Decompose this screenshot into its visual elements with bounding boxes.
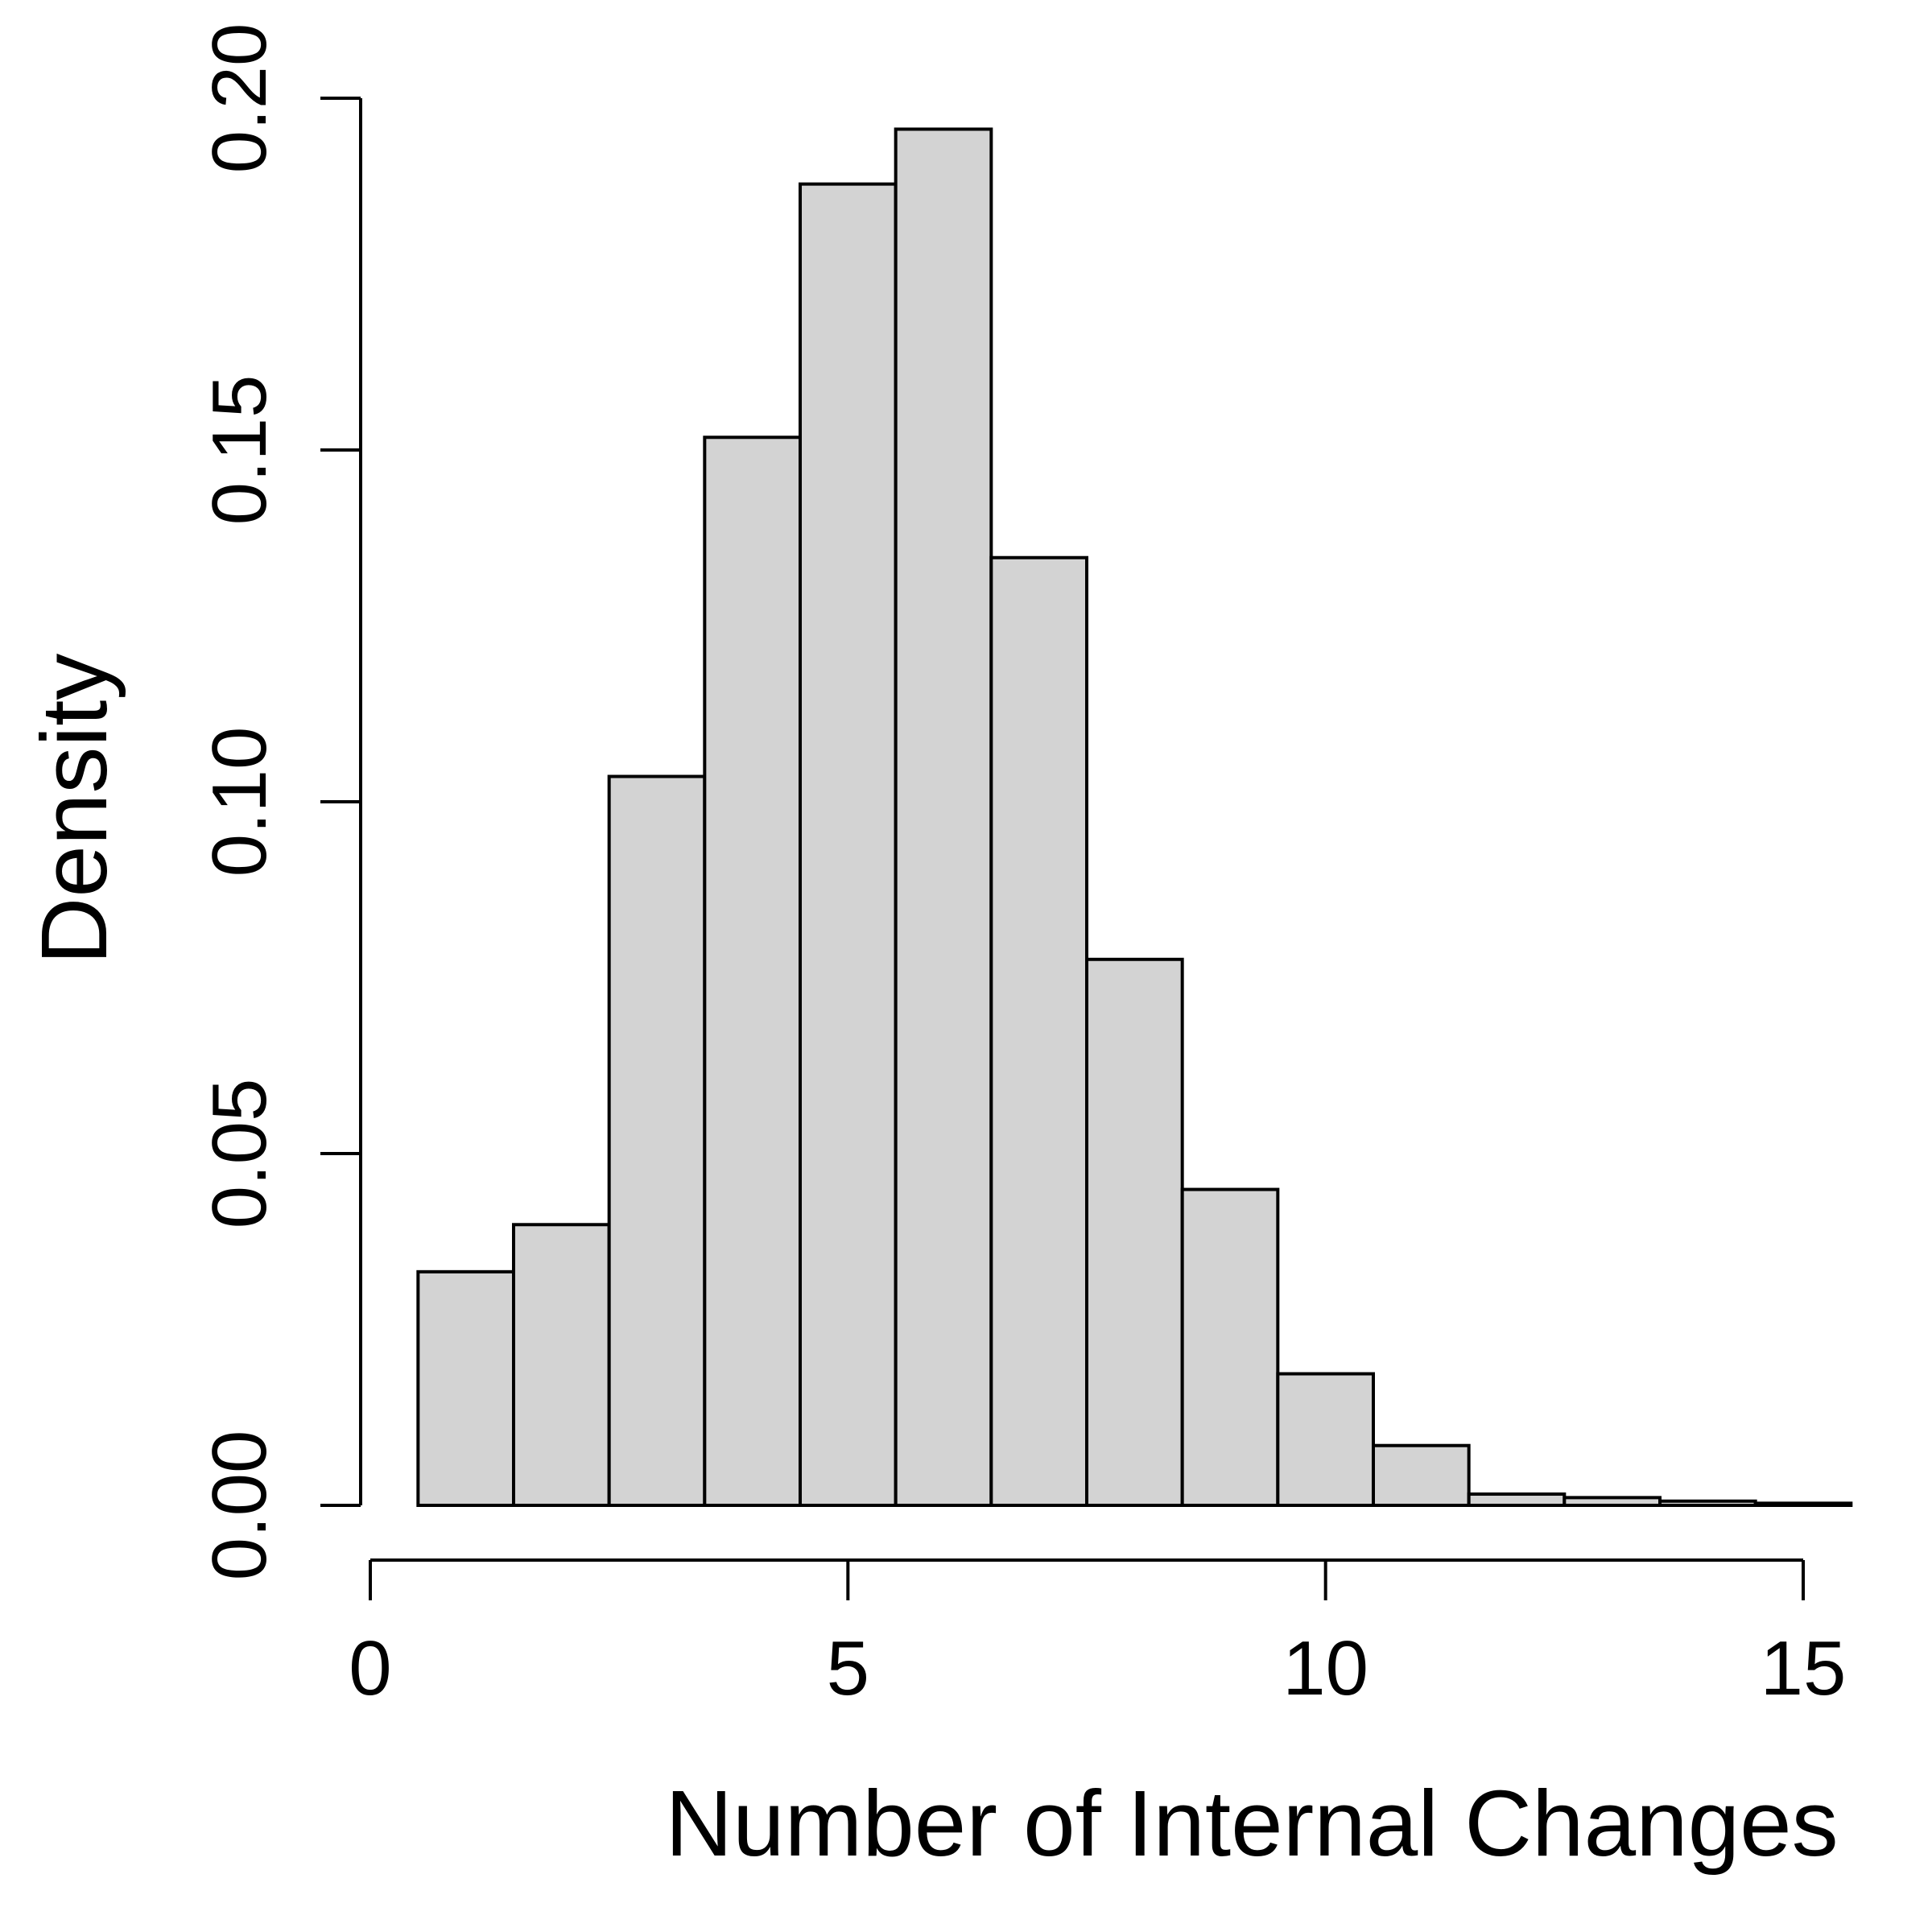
histogram-bar [1372,1443,1471,1507]
y-axis: 0.00 0.05 0.10 0.15 0.20 [196,23,362,1581]
x-tick-label: 5 [827,1625,869,1711]
y-axis-title: Density [22,654,126,965]
histogram-bar [1085,957,1184,1507]
y-tick-label: 0.00 [196,1430,283,1581]
histogram-bar [607,774,707,1507]
histogram-bar [799,182,898,1507]
histogram-bar [1467,1492,1567,1507]
x-tick-label: 0 [349,1625,391,1711]
histogram-bar [1753,1501,1853,1508]
x-tick-label: 10 [1282,1625,1368,1711]
x-axis-title: Number of Internal Changes [665,1771,1838,1876]
histogram-bar [1658,1499,1757,1507]
histogram-bar [1563,1496,1662,1507]
y-tick-label: 0.15 [196,375,283,526]
y-tick-label: 0.10 [196,727,283,877]
x-axis: 0 5 10 15 [349,1558,1847,1711]
y-tick-label: 0.05 [196,1079,283,1229]
histogram-bar [416,1269,515,1508]
histogram-bar [703,436,802,1508]
histogram-bar [1180,1187,1280,1507]
histogram-bars [416,127,1853,1508]
x-tick-label: 15 [1761,1625,1847,1711]
histogram-bar [894,127,993,1507]
y-tick-label: 0.20 [196,23,283,174]
histogram-bar [1276,1372,1376,1508]
histogram-bar [989,555,1089,1507]
histogram-bar [512,1223,611,1508]
